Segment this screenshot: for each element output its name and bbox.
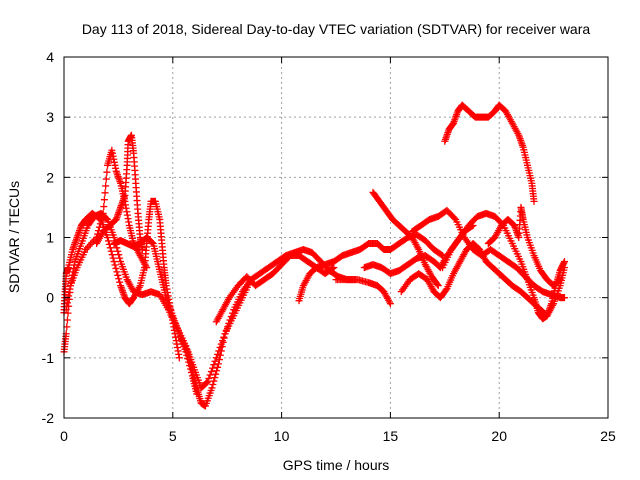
y-tick-label: 4 bbox=[46, 49, 54, 65]
grid-lines bbox=[64, 57, 608, 418]
series-track-n bbox=[439, 209, 568, 323]
data-point bbox=[560, 294, 568, 302]
series-track-c bbox=[93, 131, 146, 254]
data-point bbox=[193, 390, 201, 398]
x-tick-label: 20 bbox=[491, 428, 507, 444]
data-point bbox=[213, 367, 221, 375]
data-point bbox=[207, 368, 215, 376]
data-point bbox=[109, 254, 117, 262]
data-point bbox=[102, 175, 110, 183]
series-track-e bbox=[110, 234, 201, 398]
y-tick-label: -2 bbox=[42, 410, 55, 426]
data-point bbox=[115, 251, 123, 259]
data-point bbox=[205, 374, 213, 382]
data-point bbox=[209, 380, 217, 388]
x-tick-label: 0 bbox=[60, 428, 68, 444]
data-point bbox=[206, 371, 214, 379]
data-point bbox=[112, 264, 120, 272]
x-tick-label: 10 bbox=[274, 428, 290, 444]
axis-ticks: 0 5 10 15 20 25 -2 -1 0 1 2 3 4 bbox=[42, 49, 616, 444]
data-point bbox=[210, 377, 218, 385]
data-point bbox=[555, 276, 563, 284]
data-point bbox=[114, 247, 122, 255]
data-point bbox=[113, 268, 121, 276]
data-point bbox=[138, 246, 146, 254]
data-point bbox=[210, 361, 218, 369]
data-point bbox=[437, 251, 445, 259]
data-point bbox=[100, 203, 108, 211]
data-point bbox=[110, 234, 118, 241]
data-point bbox=[214, 363, 222, 371]
data-point bbox=[434, 282, 442, 290]
chart-title: Day 113 of 2018, Sidereal Day-to-day VTE… bbox=[82, 21, 591, 37]
data-point bbox=[107, 247, 115, 255]
series-track-i bbox=[332, 276, 394, 308]
series-track-o bbox=[441, 101, 538, 205]
data-point bbox=[204, 378, 212, 386]
data-point bbox=[219, 337, 227, 345]
data-point bbox=[217, 340, 225, 348]
series-track-p bbox=[484, 203, 564, 290]
data-point bbox=[203, 379, 211, 387]
data-point bbox=[209, 364, 217, 372]
data-point bbox=[102, 182, 110, 190]
y-tick-label: 3 bbox=[46, 109, 54, 125]
data-point bbox=[330, 264, 338, 272]
data-point bbox=[211, 357, 219, 365]
data-point bbox=[100, 196, 108, 204]
data-point bbox=[116, 254, 124, 262]
data-point bbox=[175, 354, 183, 362]
series-track-j bbox=[369, 188, 442, 290]
data-point bbox=[105, 240, 113, 248]
data-point bbox=[104, 237, 112, 245]
data-point bbox=[63, 316, 71, 324]
data-point bbox=[86, 240, 94, 248]
x-axis-label: GPS time / hours bbox=[283, 457, 390, 473]
data-point bbox=[329, 264, 337, 272]
data-point bbox=[212, 370, 220, 378]
data-point bbox=[530, 197, 538, 205]
series-track-d bbox=[60, 197, 183, 362]
data-point bbox=[148, 239, 156, 247]
data-point bbox=[108, 251, 116, 259]
data-point bbox=[111, 261, 119, 269]
data-point bbox=[560, 258, 568, 266]
data-point bbox=[103, 168, 111, 176]
data-point bbox=[215, 347, 223, 355]
data-point bbox=[101, 189, 109, 197]
x-tick-label: 5 bbox=[169, 428, 177, 444]
y-axis-label: SDTVAR / TECUs bbox=[6, 181, 22, 293]
data-point bbox=[99, 209, 107, 217]
data-point bbox=[104, 234, 112, 241]
x-tick-label: 15 bbox=[383, 428, 399, 444]
data-point bbox=[106, 244, 114, 252]
data-point bbox=[220, 333, 228, 341]
data-point bbox=[114, 271, 122, 279]
x-tick-label: 25 bbox=[600, 428, 616, 444]
data-point bbox=[556, 276, 564, 284]
y-tick-label: 0 bbox=[46, 290, 54, 306]
y-tick-label: 1 bbox=[46, 230, 54, 246]
data-point bbox=[433, 280, 441, 288]
data-point bbox=[450, 214, 458, 222]
y-tick-label: -1 bbox=[42, 350, 55, 366]
data-point bbox=[110, 258, 118, 266]
series-track-g bbox=[212, 252, 338, 326]
data-point bbox=[85, 242, 93, 250]
data-point bbox=[116, 278, 124, 286]
data-point bbox=[211, 374, 219, 382]
data-point bbox=[88, 239, 96, 247]
data-point bbox=[214, 350, 222, 358]
data-points bbox=[60, 101, 568, 410]
data-point bbox=[216, 344, 224, 352]
series-track-b bbox=[62, 146, 151, 314]
y-tick-label: 2 bbox=[46, 169, 54, 185]
data-point bbox=[386, 300, 394, 308]
data-point bbox=[115, 275, 123, 283]
data-point bbox=[212, 354, 220, 362]
data-point bbox=[208, 384, 216, 392]
